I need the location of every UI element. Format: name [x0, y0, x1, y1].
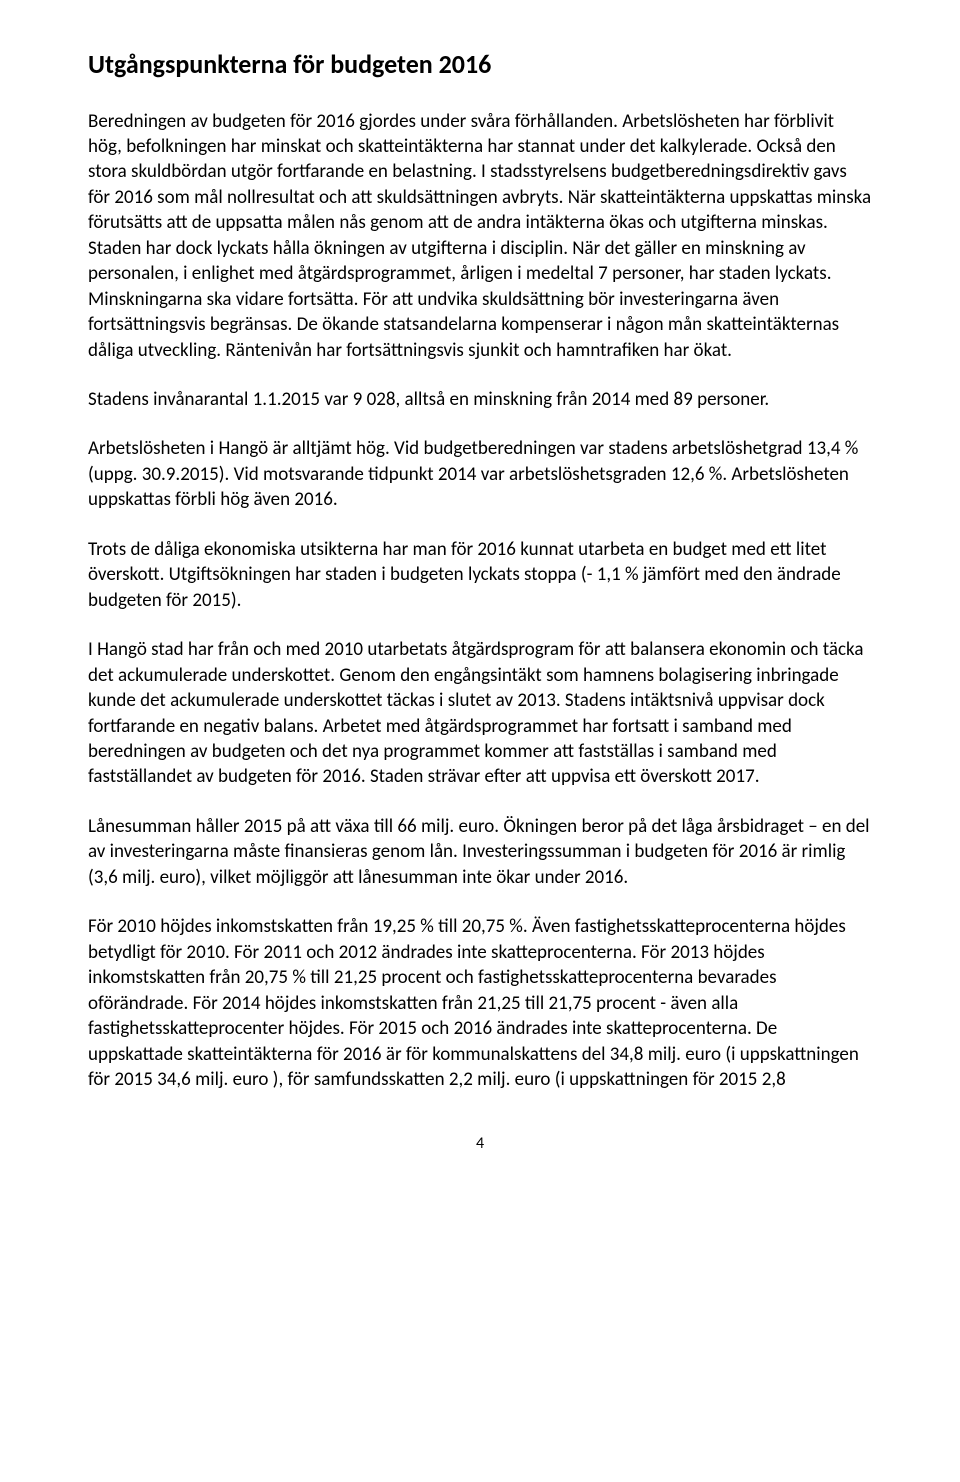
- paragraph-4: Trots de dåliga ekonomiska utsikterna ha…: [88, 537, 872, 613]
- paragraph-6: Lånesumman håller 2015 på att växa till …: [88, 814, 872, 890]
- page-heading: Utgångspunkterna för budgeten 2016: [88, 48, 872, 81]
- page-number: 4: [88, 1134, 872, 1153]
- document-page: Utgångspunkterna för budgeten 2016 Bered…: [0, 0, 960, 1482]
- paragraph-7: För 2010 höjdes inkomstskatten från 19,2…: [88, 914, 872, 1092]
- paragraph-2: Stadens invånarantal 1.1.2015 var 9 028,…: [88, 387, 872, 412]
- paragraph-3: Arbetslösheten i Hangö är alltjämt hög. …: [88, 436, 872, 512]
- paragraph-1: Beredningen av budgeten för 2016 gjordes…: [88, 109, 872, 364]
- paragraph-5: I Hangö stad har från och med 2010 utarb…: [88, 637, 872, 790]
